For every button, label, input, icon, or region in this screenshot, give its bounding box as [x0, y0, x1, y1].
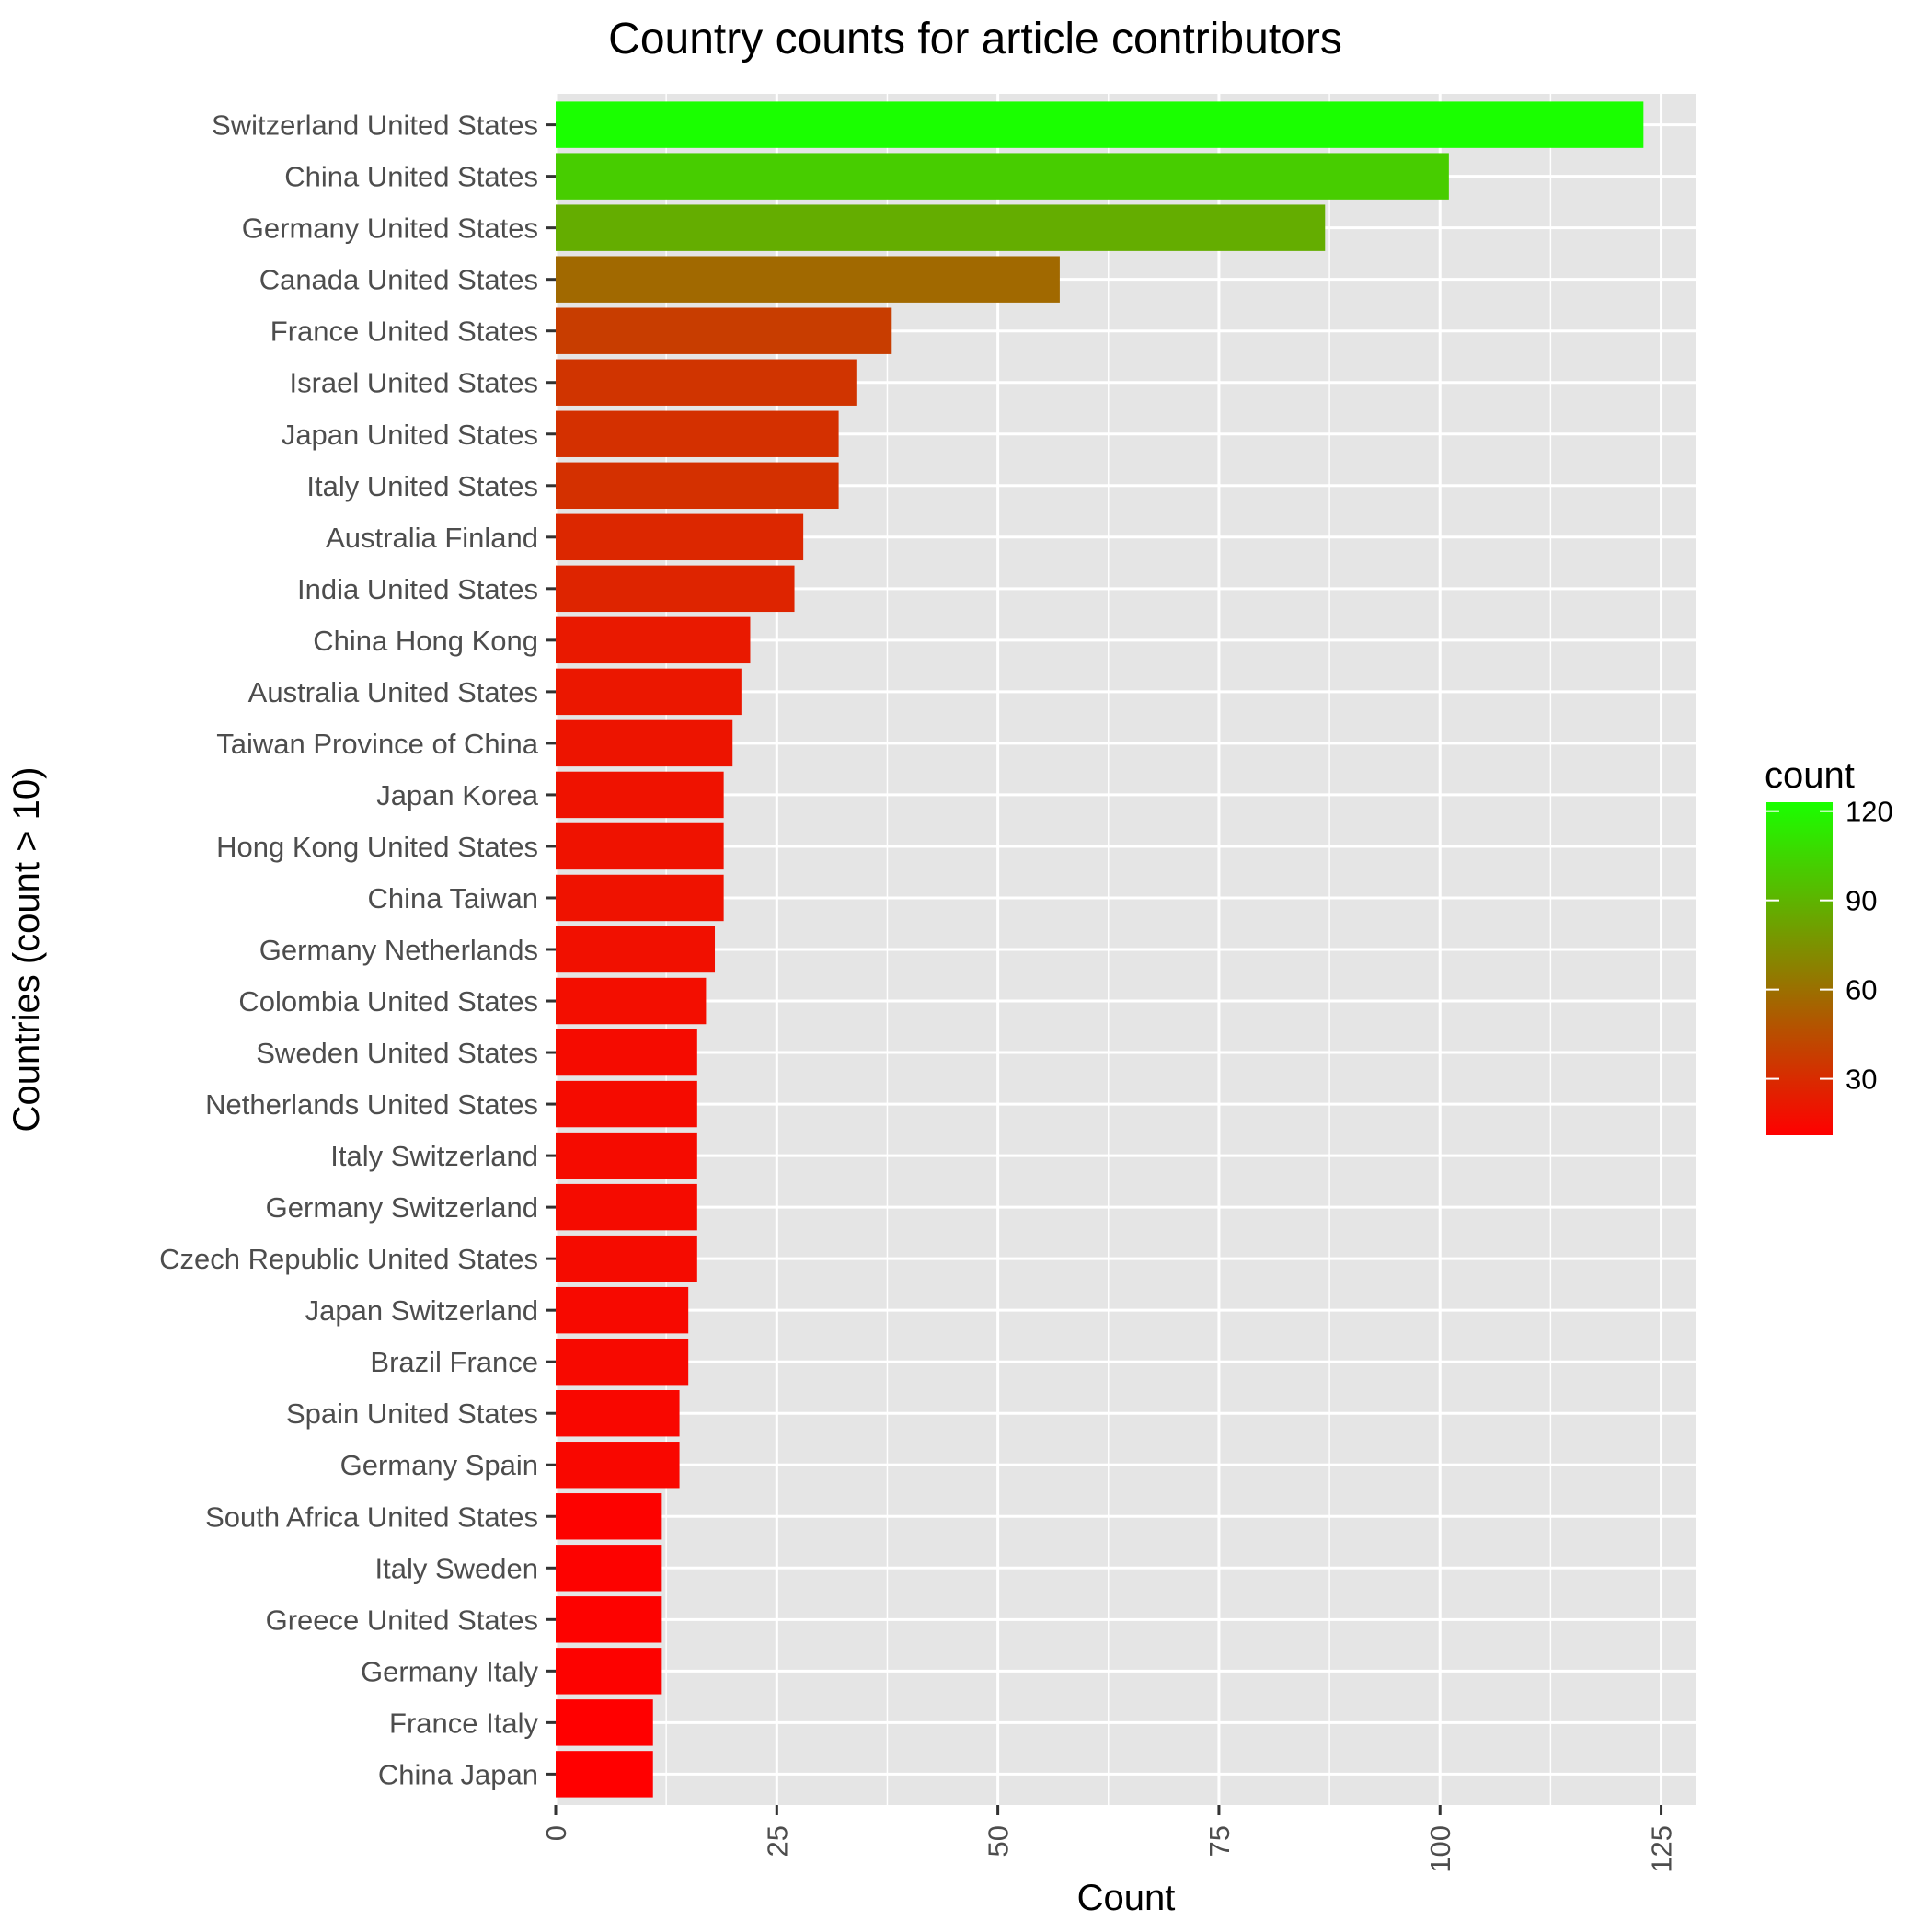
y-tick-label: Italy United States — [306, 470, 538, 502]
chart-title: Country counts for article contributors — [608, 15, 1342, 63]
x-tick-label: 125 — [1646, 1825, 1678, 1873]
y-axis-title: Countries (count > 10) — [6, 767, 47, 1133]
y-tick-label: Germany United States — [242, 213, 538, 245]
y-tick-label: Brazil France — [370, 1346, 538, 1378]
bar — [556, 771, 724, 819]
bar — [556, 1235, 697, 1282]
bar — [556, 616, 751, 664]
bar — [556, 565, 795, 613]
legend-tick-label: 30 — [1846, 1064, 1877, 1096]
y-tick-label: Germany Spain — [340, 1449, 538, 1481]
grid-lines — [554, 94, 1696, 1805]
bar — [556, 410, 839, 457]
bar — [556, 874, 724, 922]
x-tick-label: 100 — [1424, 1825, 1456, 1873]
color-legend: count 30 60 90 120 — [1765, 755, 1893, 1135]
y-tick-label: Japan Switzerland — [305, 1294, 538, 1327]
bar — [556, 462, 839, 509]
y-tick-label: Netherlands United States — [205, 1088, 538, 1121]
bars — [556, 101, 1644, 1798]
legend-ticks: 30 60 90 120 — [1766, 796, 1893, 1096]
bar — [556, 1080, 697, 1128]
bar — [556, 153, 1449, 200]
bar — [556, 719, 733, 767]
y-tick-label: Australia Finland — [326, 522, 538, 554]
bar — [556, 1183, 697, 1231]
y-axis-tick-labels: Switzerland United States China United St… — [159, 109, 556, 1790]
x-tick-label: 50 — [983, 1825, 1015, 1857]
legend-tick-label: 60 — [1846, 974, 1877, 1006]
bar — [556, 1442, 680, 1489]
bar — [556, 307, 892, 354]
bar — [556, 926, 716, 973]
y-tick-label: Spain United States — [286, 1397, 538, 1430]
y-tick-label: Taiwan Province of China — [216, 728, 539, 760]
bar — [556, 1338, 689, 1386]
y-tick-label: Colombia United States — [238, 985, 538, 1018]
bar — [556, 1699, 653, 1746]
y-tick-label: Sweden United States — [256, 1037, 538, 1069]
x-tick-label: 75 — [1203, 1825, 1236, 1857]
bar — [556, 668, 742, 716]
y-tick-label: India United States — [297, 573, 538, 605]
bar — [556, 204, 1326, 251]
y-tick-label: Czech Republic United States — [159, 1243, 538, 1275]
bar — [556, 1132, 697, 1179]
y-tick-label: Greece United States — [266, 1604, 538, 1636]
x-tick-label: 0 — [540, 1825, 572, 1841]
y-tick-label: France United States — [270, 316, 538, 348]
y-tick-label: France Italy — [389, 1707, 538, 1739]
legend-colorbar — [1766, 802, 1833, 1135]
bar — [556, 1029, 697, 1076]
bar — [556, 1596, 662, 1643]
y-tick-label: Hong Kong United States — [216, 831, 538, 863]
x-axis-tick-labels: 0 25 50 75 100 125 — [540, 1805, 1678, 1873]
y-tick-label: Australia United States — [248, 676, 538, 708]
x-axis-title: Count — [1077, 1878, 1176, 1918]
y-tick-label: Canada United States — [259, 264, 538, 296]
legend-title: count — [1765, 755, 1855, 796]
bar — [556, 359, 857, 406]
bar — [556, 1545, 662, 1592]
x-tick-label: 25 — [761, 1825, 793, 1857]
y-tick-label: Germany Netherlands — [259, 934, 538, 966]
bar — [556, 1390, 680, 1437]
y-tick-label: China United States — [284, 161, 538, 193]
y-tick-label: China Taiwan — [367, 882, 538, 914]
y-tick-label: South Africa United States — [205, 1501, 538, 1533]
bar — [556, 1648, 662, 1695]
bar — [556, 977, 707, 1025]
legend-tick-label: 90 — [1846, 885, 1877, 917]
bar — [556, 256, 1060, 303]
bar — [556, 1751, 653, 1798]
bar — [556, 1286, 689, 1334]
bar — [556, 1493, 662, 1540]
legend-tick-label: 120 — [1846, 796, 1893, 828]
y-tick-label: Japan Korea — [376, 779, 539, 811]
y-tick-label: China Japan — [378, 1758, 538, 1790]
y-tick-label: Israel United States — [289, 367, 538, 399]
y-tick-label: Japan United States — [282, 419, 538, 451]
bar — [556, 513, 804, 561]
y-tick-label: Italy Switzerland — [330, 1140, 538, 1172]
bar — [556, 822, 724, 870]
bar — [556, 101, 1644, 148]
y-tick-label: China Hong Kong — [313, 625, 538, 657]
y-tick-label: Switzerland United States — [212, 109, 538, 142]
y-tick-label: Germany Switzerland — [266, 1191, 538, 1224]
y-tick-label: Germany Italy — [361, 1655, 538, 1687]
y-tick-label: Italy Sweden — [375, 1552, 539, 1584]
